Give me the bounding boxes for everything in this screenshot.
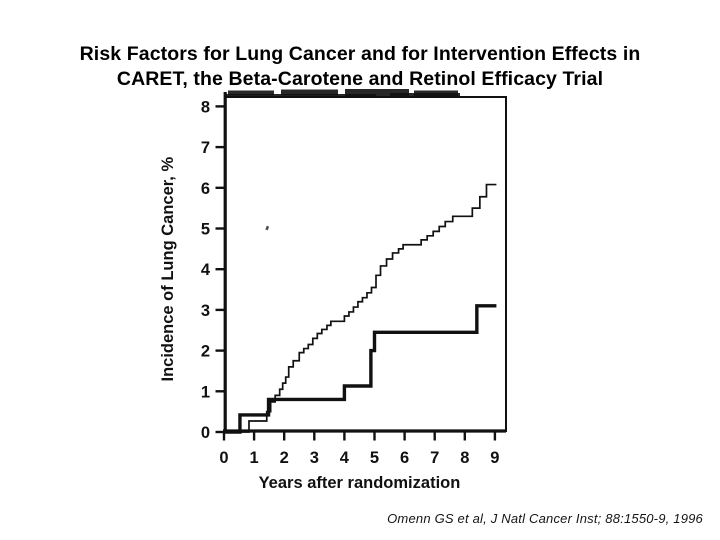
x-tick-label: 1 xyxy=(250,449,259,467)
x-axis-title: Years after randomization xyxy=(259,474,461,492)
scan-artifact xyxy=(281,89,338,96)
y-tick-label: 3 xyxy=(201,302,210,320)
y-tick-label: 0 xyxy=(201,424,210,442)
y-axis-title: Incidence of Lung Cancer, % xyxy=(159,157,177,382)
incidence-step-chart-svg: 0 1 2 3 4 5 6 7 8 9 0 1 2 3 4 5 6 7 8 Years after randomiza… xyxy=(159,89,507,492)
x-tick-label: 5 xyxy=(370,449,379,467)
y-tick-label: 2 xyxy=(201,343,210,361)
x-tick-label: 4 xyxy=(340,449,350,467)
scan-artifact xyxy=(390,93,460,96)
slide-title: Risk Factors for Lung Cancer and for Int… xyxy=(8,42,712,91)
citation-text: Omenn GS et al, J Natl Cancer Inst; 88:1… xyxy=(387,511,703,526)
y-tick-label: 1 xyxy=(201,383,210,401)
x-tick-label: 7 xyxy=(430,449,439,467)
lung-cancer-incidence-chart: 0 1 2 3 4 5 6 7 8 9 0 1 2 3 4 5 6 7 8 Years after randomiza… xyxy=(140,80,560,520)
upper-thin-step-curve xyxy=(224,183,497,433)
x-tick-label: 8 xyxy=(460,449,469,467)
scan-artifact xyxy=(265,225,270,231)
scan-artifact xyxy=(345,89,409,96)
slide-title-line-2: CARET, the Beta-Carotene and Retinol Eff… xyxy=(116,67,604,90)
plot-frame xyxy=(224,96,507,432)
scan-artifact xyxy=(228,90,274,96)
x-tick-label: 2 xyxy=(280,449,289,467)
x-tick-label: 3 xyxy=(310,449,319,467)
y-tick-label: 8 xyxy=(201,98,210,116)
lower-thick-step-curve xyxy=(224,304,497,434)
x-tick-label: 6 xyxy=(400,449,409,467)
y-tick-label: 7 xyxy=(201,139,210,157)
x-tick-label: 0 xyxy=(219,449,228,467)
x-tick-label: 9 xyxy=(490,449,499,467)
y-tick-label: 6 xyxy=(201,180,210,198)
y-tick-label: 4 xyxy=(201,261,211,279)
y-tick-label: 5 xyxy=(201,221,210,239)
slide-title-line-1: Risk Factors for Lung Cancer and for Int… xyxy=(79,43,641,66)
